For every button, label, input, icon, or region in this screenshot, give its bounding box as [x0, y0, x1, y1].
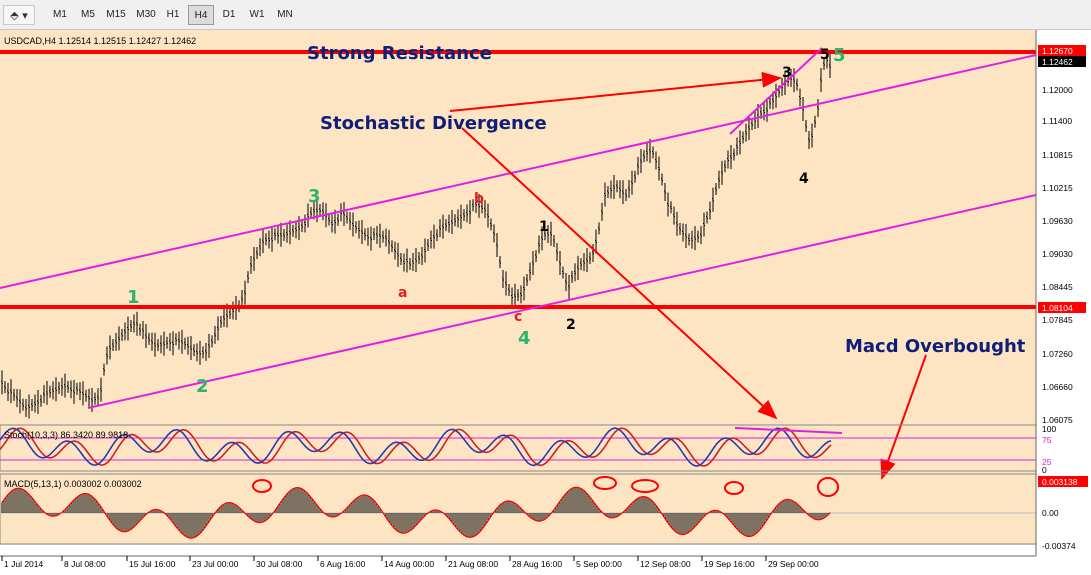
price-axis-label: 1.06660 — [1042, 382, 1073, 392]
macd-overbought-circle-4 — [724, 481, 744, 495]
macd-axis-label: 0.003138 — [1042, 477, 1078, 487]
time-axis-label: 28 Aug 16:00 — [512, 559, 562, 569]
strong-resistance-annotation: Strong Resistance — [307, 43, 492, 64]
wave-label-green-4: 4 — [518, 328, 531, 349]
macd-axis-label: -0.00374 — [1042, 541, 1076, 551]
time-axis-label: 15 Jul 16:00 — [129, 559, 176, 569]
time-axis-label: 23 Jul 00:00 — [192, 559, 239, 569]
divergence-arrow-price — [449, 71, 782, 112]
timeframe-h4[interactable]: H4 — [188, 5, 214, 25]
divergence-arrow-stochastic — [461, 127, 778, 420]
macd-value-badge — [1038, 476, 1088, 487]
price-axis-label: 1.10215 — [1042, 183, 1073, 193]
stochastic-axis-label: 100 — [1042, 424, 1056, 434]
price-axis-label: 1.09030 — [1042, 249, 1073, 259]
chart-background — [0, 30, 1036, 545]
wave-trendline[interactable] — [729, 47, 823, 135]
time-axis-label: 8 Jul 08:00 — [64, 559, 106, 569]
macd-overbought-annotation: Macd Overbought — [845, 336, 1026, 357]
wave-label-a: a — [398, 285, 407, 301]
macd-overbought-circle-2 — [593, 476, 617, 490]
price-label-badge — [1038, 56, 1086, 67]
stochastic-header: Stoch(10,3,3) 86.3420 89.9818 — [4, 430, 128, 440]
price-axis-label: 1.07260 — [1042, 349, 1073, 359]
price-axis-label: 1.12670 — [1042, 46, 1073, 56]
macd-axis-label: 0.00 — [1042, 508, 1059, 518]
timeframe-m5[interactable]: M5 — [81, 9, 95, 20]
price-axis-label: 1.12000 — [1042, 85, 1073, 95]
stochastic-main-line[interactable] — [0, 427, 832, 467]
price-axis-label: 1.11400 — [1042, 116, 1072, 126]
stochastic-axis-label: 0 — [1042, 465, 1047, 475]
macd-header: MACD(5,13,1) 0.003002 0.003002 — [4, 479, 142, 489]
time-axis-label: 21 Aug 08:00 — [448, 559, 498, 569]
time-axis-label: 6 Aug 16:00 — [320, 559, 366, 569]
wave-label-black-2: 2 — [566, 317, 576, 333]
overbought-arrow — [880, 354, 927, 480]
macd-overbought-circle-1 — [252, 479, 272, 493]
time-axis-label: 30 Jul 08:00 — [256, 559, 303, 569]
support-price-label: 1.08104 — [1042, 303, 1073, 313]
channel-upper-line[interactable] — [0, 54, 1037, 289]
time-axis-label: 29 Sep 00:00 — [768, 559, 819, 569]
support-price-badge — [1038, 302, 1086, 313]
stochastic-divergence-line — [734, 427, 843, 434]
macd-pane[interactable] — [0, 473, 1037, 545]
wave-label-black-5: 5 — [820, 47, 830, 63]
time-axis-label: 12 Sep 08:00 — [640, 559, 691, 569]
candlestick-series[interactable] — [1, 50, 831, 419]
channel-lower-line[interactable] — [87, 194, 1037, 409]
price-label-badge — [1038, 45, 1086, 56]
stochastic-signal-line[interactable] — [0, 427, 832, 467]
timeframe-d1[interactable]: D1 — [222, 9, 236, 20]
timeframe-m1[interactable]: M1 — [53, 9, 67, 20]
wave-label-black-1: 1 — [539, 219, 549, 235]
time-axis-label: 5 Sep 00:00 — [576, 559, 622, 569]
timeframe-m15[interactable]: M15 — [106, 9, 126, 20]
stochastic-axis-label: 25 — [1042, 457, 1052, 467]
time-axis-label: 1 Jul 2014 — [4, 559, 43, 569]
wave-label-green-5: 5 — [833, 45, 846, 66]
timeframe-m30[interactable]: M30 — [136, 9, 156, 20]
wave-label-c: c — [514, 309, 522, 325]
drawing-tools-menu[interactable]: ⬘ ▾ — [3, 5, 35, 25]
timeframe-h1[interactable]: H1 — [166, 9, 180, 20]
wave-label-green-1: 1 — [127, 287, 140, 308]
price-axis-label: 1.06075 — [1042, 415, 1073, 425]
macd-overbought-circle-3 — [631, 479, 659, 493]
timeframe-w1[interactable]: W1 — [249, 9, 265, 20]
wave-label-green-3: 3 — [308, 186, 321, 207]
time-axis-label: 14 Aug 00:00 — [384, 559, 434, 569]
price-axis-label: 1.09630 — [1042, 216, 1073, 226]
timeframe-mn[interactable]: MN — [277, 9, 293, 20]
price-axis-label: 1.08445 — [1042, 282, 1073, 292]
wave-label-green-2: 2 — [196, 376, 209, 397]
time-axis-label: 19 Sep 16:00 — [704, 559, 755, 569]
stochastic-divergence-annotation: Stochastic Divergence — [320, 113, 547, 134]
price-axis-label: 1.10815 — [1042, 150, 1073, 160]
symbol-header: USDCAD,H4 1.12514 1.12515 1.12427 1.1246… — [4, 36, 196, 46]
timeframe-toolbar: ⬘ ▾ M1 M5 M15 M30 H1 H4 D1 W1 MN — [0, 0, 1091, 30]
stochastic-axis-label: 75 — [1042, 435, 1052, 445]
price-axis-label: 1.07845 — [1042, 315, 1073, 325]
wave-label-b: b — [474, 191, 484, 207]
macd-overbought-circle-5 — [817, 477, 839, 497]
price-axis-label: 1.12462 — [1042, 57, 1073, 67]
macd-signal-line[interactable] — [1, 486, 831, 539]
price-pane[interactable] — [0, 47, 1037, 480]
wave-label-black-4: 4 — [799, 171, 809, 187]
stochastic-pane[interactable] — [0, 424, 1037, 472]
wave-label-black-3: 3 — [782, 65, 792, 81]
